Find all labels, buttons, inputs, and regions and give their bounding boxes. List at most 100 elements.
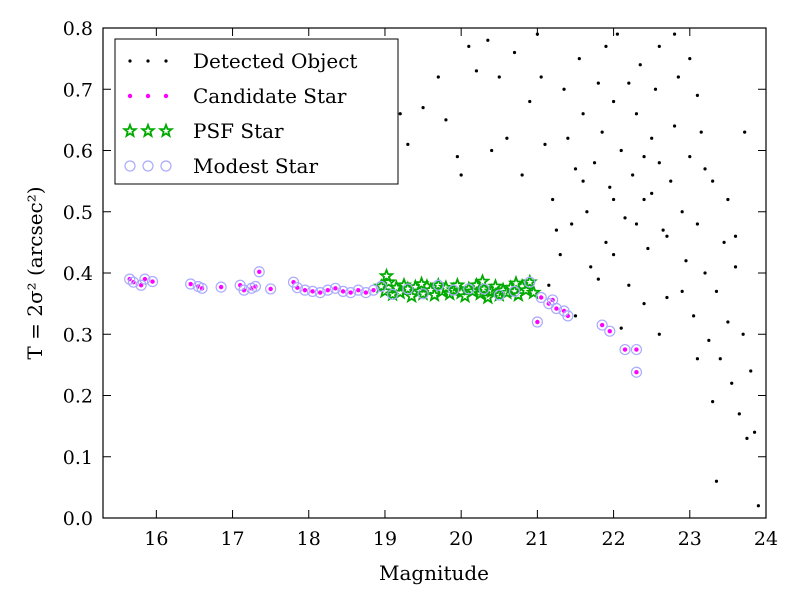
x-tick-label: 21 — [525, 528, 549, 550]
detected-object-point — [573, 167, 578, 171]
detected-object-point — [703, 167, 707, 171]
y-tick-label: 0.5 — [63, 202, 93, 224]
detected-object-point — [467, 44, 471, 48]
modest-star-point — [604, 325, 616, 337]
detected-object-point — [699, 130, 703, 134]
modest-star-point — [417, 288, 429, 300]
detected-object-point — [581, 112, 585, 116]
candidate-star-point — [538, 294, 545, 301]
candidate-star-point — [553, 305, 560, 312]
modest-star-point — [524, 276, 536, 288]
detected-object-point — [661, 228, 665, 232]
detected-object-point — [520, 173, 524, 177]
modest-star-point — [447, 284, 460, 296]
candidate-star-point — [256, 268, 263, 275]
detected-object-point — [680, 289, 684, 293]
candidate-star-point — [187, 281, 194, 288]
detected-object-point — [707, 338, 711, 342]
modest-star-point — [238, 284, 250, 296]
detected-object-point — [577, 57, 581, 61]
y-tick-label: 0.6 — [63, 141, 93, 163]
detected-object-point — [398, 112, 402, 116]
psf-star-point — [507, 274, 525, 291]
detected-object-point — [474, 69, 479, 73]
detected-object-point — [752, 430, 757, 434]
detected-object-point — [665, 295, 669, 300]
x-tick-label: 17 — [220, 528, 244, 550]
detected-object-point — [627, 283, 631, 287]
psf-star-point — [376, 282, 394, 299]
modest-star-point — [550, 302, 563, 315]
detected-object-point — [695, 222, 700, 226]
candidate-star-point — [355, 287, 362, 294]
detected-object-point — [741, 332, 745, 336]
modest-star-point — [352, 284, 364, 296]
legend-label-psf-star: PSF Star — [193, 119, 284, 143]
detected-object-point — [726, 320, 730, 324]
candidate-star-point — [149, 278, 156, 285]
x-tick-label: 23 — [678, 528, 702, 550]
modest-star-point — [265, 283, 277, 295]
detected-object-point — [665, 234, 669, 238]
detected-object-point — [737, 412, 741, 416]
y-tick-label: 0.1 — [63, 447, 93, 469]
legend-marker-detected-object — [128, 59, 132, 63]
modest-star-point — [322, 284, 334, 296]
modest-star-point — [345, 287, 357, 299]
detected-object-point — [642, 302, 646, 306]
detected-object-point — [589, 265, 593, 269]
modest-star-point — [253, 266, 265, 278]
detected-object-point — [733, 234, 738, 238]
detected-object-point — [695, 93, 700, 97]
modest-star-point — [337, 285, 349, 297]
detected-object-point — [657, 161, 661, 165]
y-tick-label: 0.3 — [63, 324, 93, 346]
modest-star-point — [386, 288, 399, 301]
detected-object-point — [539, 75, 543, 79]
detected-object-point — [543, 142, 547, 146]
x-axis-label: Magnitude — [379, 561, 489, 585]
detected-object-point — [592, 161, 597, 165]
detected-object-point — [455, 155, 459, 159]
candidate-star-point — [309, 288, 316, 295]
detected-object-point — [623, 216, 627, 220]
candidate-star-point — [317, 289, 324, 296]
legend-marker-detected-object — [146, 59, 150, 63]
detected-object-point — [669, 179, 673, 183]
detected-object-point — [684, 259, 688, 263]
detected-object-point — [444, 118, 448, 122]
legend-marker-psf-star — [157, 122, 175, 139]
detected-object-point — [642, 197, 646, 202]
detected-object-point — [657, 44, 661, 48]
legend-box — [114, 38, 399, 185]
detected-object-point — [672, 124, 677, 128]
detected-object-point — [512, 50, 517, 55]
candidate-star-point — [301, 287, 308, 294]
detected-object-point — [604, 240, 608, 244]
detected-object-point — [657, 332, 661, 336]
y-axis-label: T = 2σ² (arcsec²) — [23, 186, 47, 359]
modest-star-point — [402, 283, 414, 295]
x-tick-label: 18 — [297, 528, 321, 550]
detected-object-point — [486, 38, 490, 42]
detected-object-point — [642, 155, 646, 159]
detected-object-point — [733, 265, 738, 269]
modest-star-point — [630, 366, 643, 378]
detected-object-point — [650, 136, 654, 140]
detected-object-point — [490, 148, 494, 153]
y-axis-ticks: 0.0 0.1 0.2 0.3 0.4 0.5 0.6 0.7 0.8 — [63, 18, 766, 530]
x-tick-label: 19 — [373, 528, 397, 550]
modest-star-point — [306, 285, 319, 297]
detected-object-point — [570, 222, 574, 226]
y-tick-label: 0.4 — [63, 263, 93, 285]
candidate-star-point — [599, 322, 606, 329]
detected-object-point — [459, 173, 463, 177]
legend-marker-modest-star — [124, 160, 136, 172]
modest-star-point — [139, 273, 151, 285]
detected-object-point — [695, 357, 700, 361]
detected-object-point — [653, 87, 658, 91]
candidate-star-point — [370, 287, 377, 294]
detected-object-point — [619, 148, 623, 153]
detected-object-point — [743, 130, 747, 134]
